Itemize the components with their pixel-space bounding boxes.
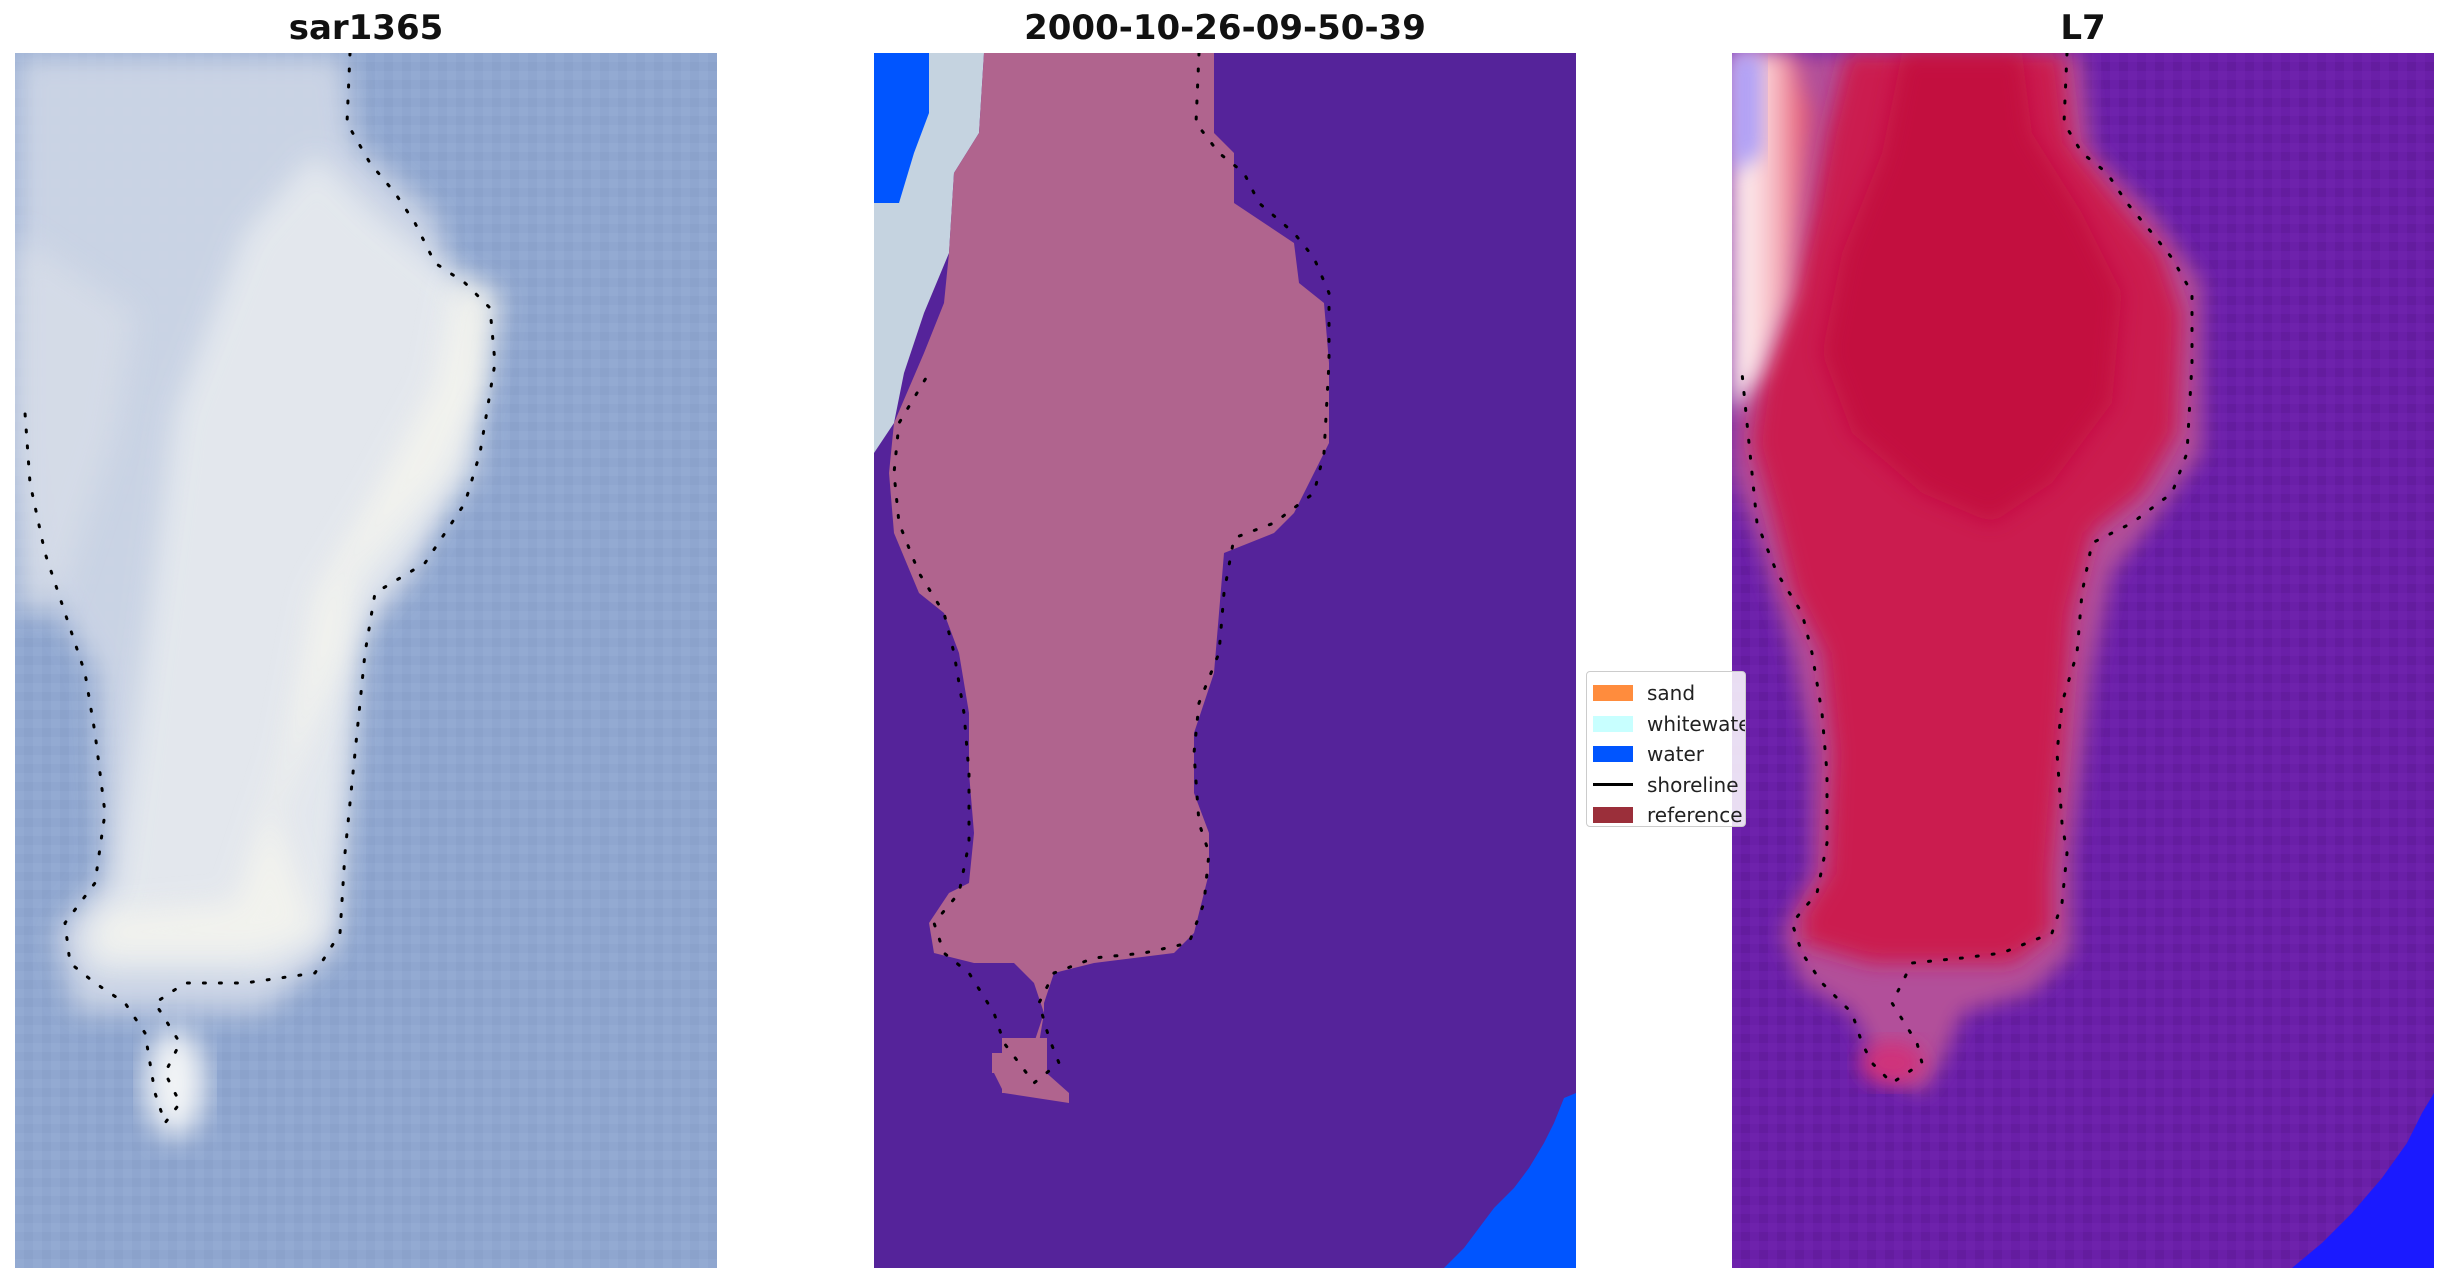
panel-title-index: L7 (2060, 8, 2106, 48)
legend: sand whitewater water shoreline referenc… (1586, 671, 1746, 827)
legend-swatch-whitewater (1593, 715, 1633, 732)
legend-swatch-sand (1593, 685, 1633, 702)
rgb-image-panel (15, 53, 717, 1268)
legend-item-water: water (1593, 739, 1745, 770)
panel-title-rgb: sar1365 (288, 8, 444, 48)
classified-image-panel (874, 53, 1576, 1268)
legend-item-whitewater: whitewater (1593, 709, 1745, 740)
legend-label-sand: sand (1647, 681, 1696, 706)
legend-item-shoreline: shoreline (1593, 770, 1745, 801)
legend-item-sand: sand (1593, 678, 1745, 709)
panel-title-classified: 2000-10-26-09-50-39 (1024, 8, 1426, 48)
index-image (1732, 53, 2434, 1268)
index-image-panel (1732, 53, 2434, 1268)
legend-swatch-reference (1593, 807, 1633, 824)
legend-label-whitewater: whitewater (1647, 711, 1745, 736)
legend-swatch-water (1593, 746, 1633, 763)
legend-label-reference: reference (1647, 803, 1743, 827)
legend-label-shoreline: shoreline (1647, 772, 1739, 797)
rgb-image (15, 53, 717, 1268)
legend-label-water: water (1647, 742, 1704, 767)
legend-item-reference: reference (1593, 800, 1745, 827)
legend-line-shoreline (1593, 783, 1633, 787)
classified-image (874, 53, 1576, 1268)
